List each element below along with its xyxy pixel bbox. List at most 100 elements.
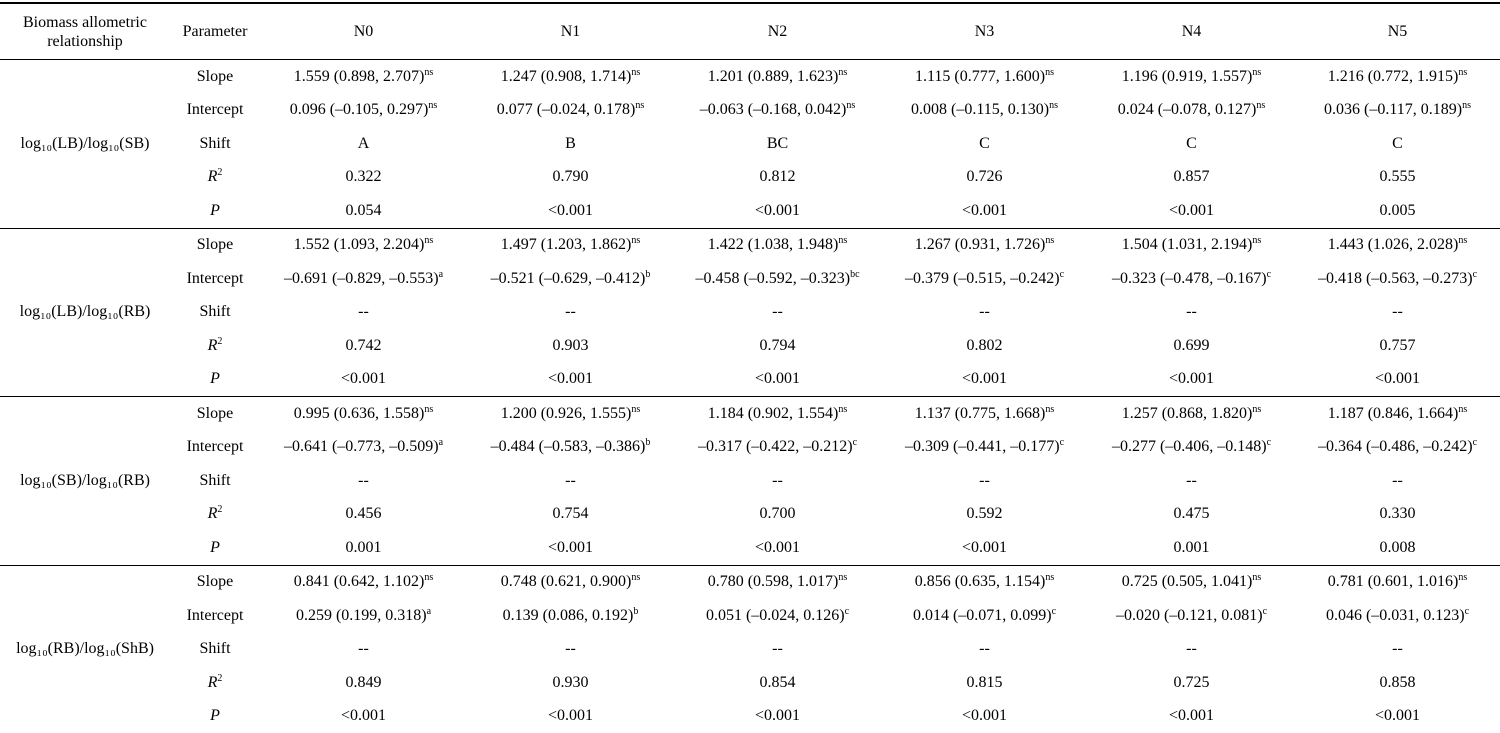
header-cell: N3: [881, 3, 1088, 60]
value-cell: <0.001: [260, 362, 467, 397]
value-cell: 1.504 (1.031, 2.194)ns: [1088, 228, 1295, 262]
value-cell: 1.257 (0.868, 1.820)ns: [1088, 397, 1295, 431]
value-cell: 0.005: [1295, 194, 1500, 229]
table-row: R2 0.742 0.903 0.794 0.802 0.699 0.757: [0, 329, 1500, 363]
superscript: ns: [838, 572, 848, 584]
value-cell: 1.184 (0.902, 1.554)ns: [674, 397, 881, 431]
cell-text: 1.200 (0.926, 1.555): [500, 404, 632, 422]
value-cell: --: [772, 303, 783, 321]
value-cell: 0.812: [759, 168, 796, 186]
table-row: R2 0.456 0.754 0.700 0.592 0.475 0.330: [0, 498, 1500, 532]
value-cell: B: [565, 134, 576, 152]
superscript: ns: [838, 235, 848, 247]
value-cell: 0.700: [759, 505, 796, 523]
value-cell: 0.858: [1379, 673, 1416, 691]
superscript: 2: [217, 504, 223, 516]
table-row: P <0.001 <0.001 <0.001 <0.001 <0.001 <0.001: [0, 699, 1500, 733]
table-row: log₁₀(RB)/log₁₀(ShB) Slope 0.841 (0.642, 1…: [0, 565, 1500, 733]
cell-text: 1.196 (0.919, 1.557): [1121, 67, 1253, 85]
value-cell: 1.115 (0.777, 1.600)ns: [881, 60, 1088, 94]
cell-text: –0.379 (–0.515, –0.242): [904, 269, 1060, 287]
table-row: Intercept –0.641 (–0.773, –0.509)a –0.484 …: [0, 431, 1500, 465]
value-cell: --: [979, 303, 990, 321]
value-cell: 0.742: [345, 336, 382, 354]
superscript: ns: [631, 572, 641, 584]
cell-text: –0.484 (–0.583, –0.386): [490, 438, 646, 456]
value-cell: 0.726: [966, 168, 1003, 186]
value-cell: 1.559 (0.898, 2.707)ns: [260, 60, 467, 94]
value-cell: 0.856 (0.635, 1.154)ns: [881, 565, 1088, 599]
superscript: ns: [1045, 403, 1055, 415]
table-row: P 0.001 <0.001 <0.001 <0.001 0.001 0.008: [0, 531, 1500, 566]
cell-text: P: [210, 201, 220, 219]
cell-text: 1.267 (0.931, 1.726): [914, 236, 1046, 254]
header-row: Biomass allometric relationship Parameter…: [0, 3, 1500, 60]
value-cell: –0.309 (–0.441, –0.177)c: [881, 431, 1088, 465]
parameter-cell: P: [170, 362, 260, 397]
superscript: ns: [1458, 403, 1468, 415]
cell-text: 0.014 (–0.071, 0.099): [912, 606, 1052, 624]
parameter-cell: Slope: [196, 404, 234, 422]
superscript: c: [1464, 605, 1470, 617]
superscript: c: [1059, 268, 1065, 280]
value-cell: <0.001: [467, 362, 674, 397]
value-cell: 0.322: [345, 168, 382, 186]
value-cell: 1.497 (1.203, 1.862)ns: [467, 228, 674, 262]
value-cell: 0.051 (–0.024, 0.126)c: [674, 599, 881, 633]
superscript: ns: [1045, 66, 1054, 78]
parameter-cell: Shift: [199, 134, 231, 152]
superscript: ns: [1256, 100, 1266, 112]
superscript: ns: [1045, 572, 1055, 584]
value-cell: <0.001: [881, 362, 1088, 397]
table-row: log₁₀(LB)/log₁₀(RB) Slope 1.552 (1.093, 2.…: [0, 228, 1500, 397]
value-cell: 1.267 (0.931, 1.726)ns: [881, 228, 1088, 262]
value-cell: 0.001: [1088, 531, 1295, 566]
parameter-cell: R2: [170, 329, 260, 363]
value-cell: –0.379 (–0.515, –0.242)c: [881, 262, 1088, 296]
cell-text: 0.139 (0.086, 0.192): [502, 606, 634, 624]
cell-text: 0.259 (0.199, 0.318): [295, 606, 427, 624]
superscript: 2: [217, 672, 223, 684]
cell-text: 0.096 (–0.105, 0.297): [289, 101, 429, 119]
value-cell: --: [358, 640, 369, 658]
cell-text: –0.691 (–0.829, –0.553): [283, 269, 439, 287]
value-cell: 0.930: [552, 673, 589, 691]
value-cell: –0.020 (–0.121, 0.081)c: [1088, 599, 1295, 633]
parameter-cell: R2: [170, 666, 260, 700]
parameter-cell: P: [170, 531, 260, 566]
value-cell: 0.725 (0.505, 1.041)ns: [1088, 565, 1295, 599]
superscript: b: [645, 268, 651, 280]
value-cell: <0.001: [881, 699, 1088, 733]
parameter-cell: Slope: [196, 573, 234, 591]
cell-text: 1.257 (0.868, 1.820): [1121, 404, 1253, 422]
superscript: a: [438, 268, 444, 280]
value-cell: –0.521 (–0.629, –0.412)b: [467, 262, 674, 296]
cell-text: P: [210, 538, 220, 556]
header-cell: N1: [467, 3, 674, 60]
superscript: c: [1472, 437, 1478, 449]
value-cell: –0.317 (–0.422, –0.212)c: [674, 431, 881, 465]
cell-text: R: [207, 673, 218, 691]
cell-text: 0.995 (0.636, 1.558): [293, 404, 425, 422]
value-cell: <0.001: [467, 194, 674, 229]
value-cell: 0.592: [966, 505, 1003, 523]
parameter-cell: Shift: [199, 471, 231, 489]
cell-text: 0.046 (–0.031, 0.123): [1325, 606, 1465, 624]
cell-text: 1.443 (1.026, 2.028): [1327, 236, 1459, 254]
value-cell: 1.422 (1.038, 1.948)ns: [674, 228, 881, 262]
superscript: bc: [850, 268, 860, 280]
value-cell: 0.555: [1379, 168, 1416, 186]
value-cell: <0.001: [674, 362, 881, 397]
cell-text: 0.748 (0.621, 0.900): [500, 573, 632, 591]
cell-text: 1.216 (0.772, 1.915): [1327, 67, 1459, 85]
value-cell: 0.699: [1173, 336, 1210, 354]
superscript: ns: [1049, 100, 1058, 112]
value-cell: 0.077 (–0.024, 0.178)ns: [467, 94, 674, 128]
cell-text: –0.458 (–0.592, –0.323): [695, 269, 851, 287]
cell-text: –0.418 (–0.563, –0.273): [1317, 269, 1473, 287]
value-cell: 0.815: [966, 673, 1003, 691]
superscript: ns: [424, 403, 434, 415]
cell-text: –0.277 (–0.406, –0.148): [1111, 438, 1267, 456]
superscript: ns: [1458, 572, 1468, 584]
value-cell: 0.754: [552, 505, 589, 523]
